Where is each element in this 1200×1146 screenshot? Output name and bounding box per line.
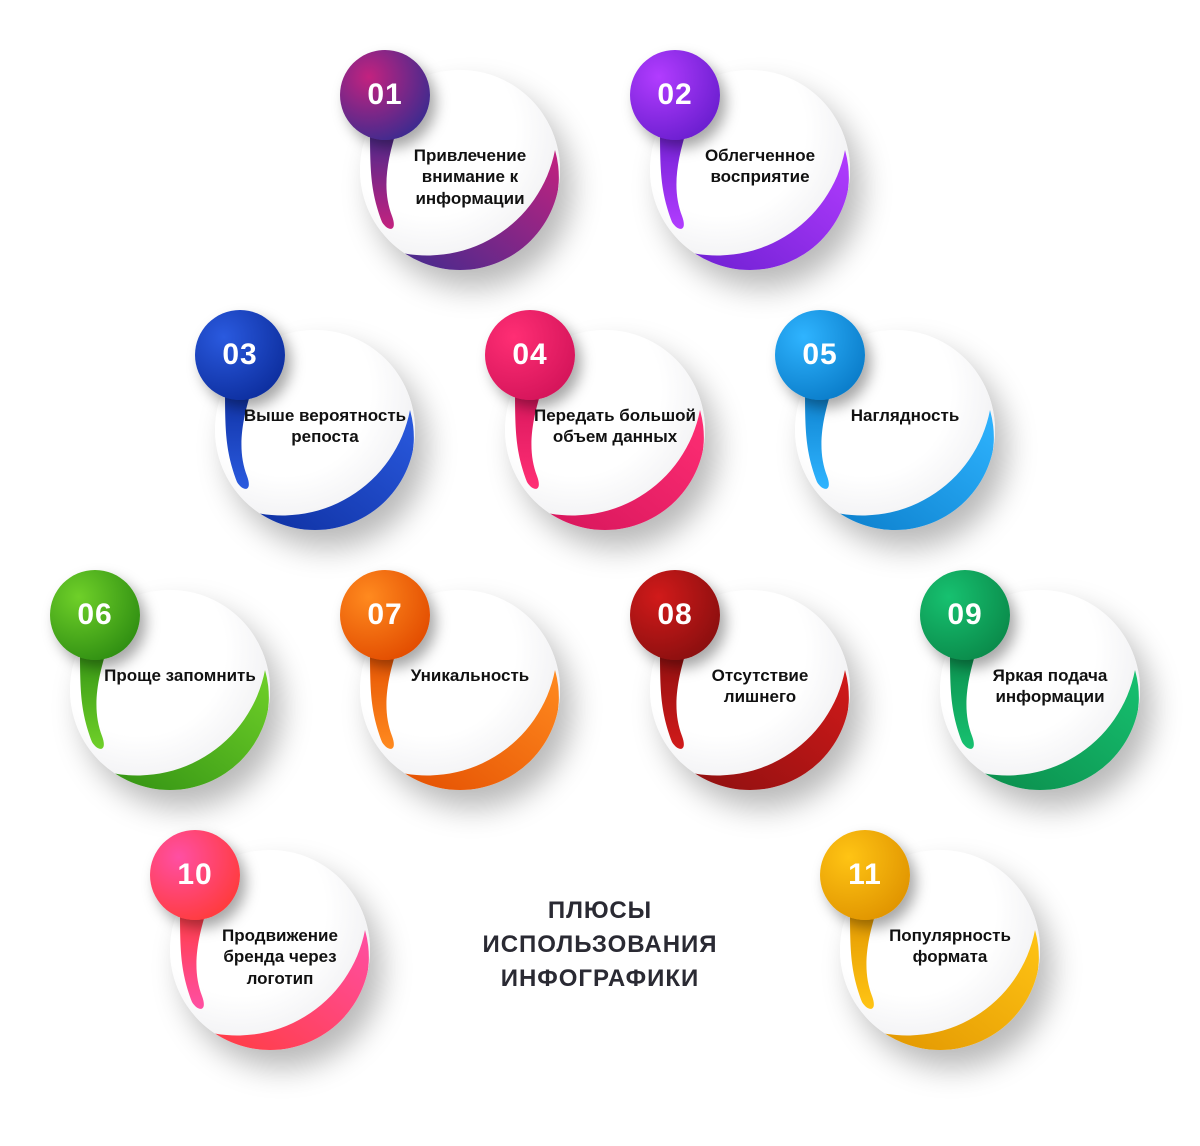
bubble-row: 06 Проще запомнить 07 Уникальность <box>0 570 1200 800</box>
infographic-stage: 01 Привлечение внимание к информации 02 Об… <box>0 0 1200 1060</box>
badge-number: 08 <box>657 598 692 632</box>
title-line: ИНФОГРАФИКИ <box>501 965 700 993</box>
badge-number: 06 <box>77 598 112 632</box>
number-badge: 07 <box>340 570 430 660</box>
title-line: ПЛЮСЫ <box>548 897 652 925</box>
badge-number: 11 <box>848 858 882 892</box>
number-badge: 01 <box>340 50 430 140</box>
info-bubble-03: 03 Выше вероятность репоста <box>195 310 425 540</box>
badge-number: 10 <box>177 858 212 892</box>
info-bubble-06: 06 Проще запомнить <box>50 570 280 800</box>
badge-number: 09 <box>947 598 982 632</box>
number-badge: 08 <box>630 570 720 660</box>
badge-number: 04 <box>512 338 547 372</box>
info-bubble-07: 07 Уникальность <box>340 570 570 800</box>
bubble-label: Уникальность <box>380 665 560 686</box>
bubble-label: Выше вероятность репоста <box>235 405 415 448</box>
number-badge: 03 <box>195 310 285 400</box>
badge-number: 03 <box>222 338 257 372</box>
badge-number: 05 <box>802 338 837 372</box>
info-bubble-02: 02 Облегченное восприятие <box>630 50 860 280</box>
number-badge: 06 <box>50 570 140 660</box>
bubble-row: 10 Продвижение бренда через логотип ПЛЮСЫ И… <box>0 830 1200 1060</box>
bubble-label: Проще запомнить <box>90 665 270 686</box>
number-badge: 10 <box>150 830 240 920</box>
title-line: ИСПОЛЬЗОВАНИЯ <box>482 931 717 959</box>
bubble-label: Яркая подача информации <box>960 665 1140 708</box>
info-bubble-05: 05 Наглядность <box>775 310 1005 540</box>
bubble-label: Продвижение бренда через логотип <box>190 925 370 989</box>
infographic-title: ПЛЮСЫ ИСПОЛЬЗОВАНИЯ ИНФОГРАФИКИ <box>440 830 760 1060</box>
bubble-label: Наглядность <box>815 405 995 426</box>
bubble-label: Отсутствие лишнего <box>670 665 850 708</box>
bubble-label: Популярность формата <box>860 925 1040 968</box>
number-badge: 05 <box>775 310 865 400</box>
bubble-label: Привлечение внимание к информации <box>380 145 560 209</box>
bubble-label: Облегченное восприятие <box>670 145 850 188</box>
badge-number: 01 <box>367 78 402 112</box>
info-bubble-04: 04 Передать большой объем данных <box>485 310 715 540</box>
number-badge: 09 <box>920 570 1010 660</box>
number-badge: 11 <box>820 830 910 920</box>
bubble-row: 01 Привлечение внимание к информации 02 Об… <box>0 50 1200 280</box>
info-bubble-01: 01 Привлечение внимание к информации <box>340 50 570 280</box>
bubble-row: 03 Выше вероятность репоста 04 Передать бо… <box>0 310 1200 540</box>
info-bubble-09: 09 Яркая подача информации <box>920 570 1150 800</box>
info-bubble-11: 11 Популярность формата <box>820 830 1050 1060</box>
bubble-label: Передать большой объем данных <box>525 405 705 448</box>
info-bubble-08: 08 Отсутствие лишнего <box>630 570 860 800</box>
badge-number: 02 <box>657 78 692 112</box>
number-badge: 02 <box>630 50 720 140</box>
info-bubble-10: 10 Продвижение бренда через логотип <box>150 830 380 1060</box>
number-badge: 04 <box>485 310 575 400</box>
badge-number: 07 <box>367 598 402 632</box>
